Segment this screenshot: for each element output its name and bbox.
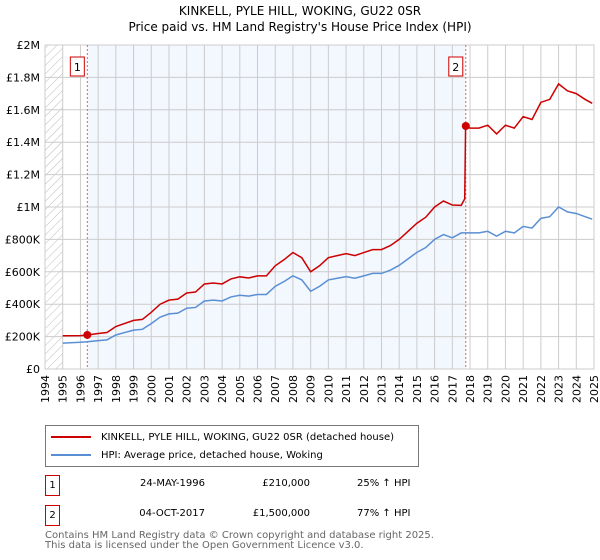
- legend-label-property: KINKELL, PYLE HILL, WOKING, GU22 0SR (de…: [101, 431, 395, 443]
- x-tick-label: 2006: [252, 375, 265, 403]
- y-tick-label: £2M: [17, 39, 41, 52]
- x-tick-label: 2012: [358, 375, 371, 403]
- x-tick-label: 2018: [464, 375, 477, 403]
- hpi-line: [62, 206, 593, 344]
- transaction-hpi: 77% ↑ HPI: [357, 508, 411, 519]
- x-tick-label: 2017: [446, 375, 459, 403]
- transaction-date: 24-MAY-1996: [139, 478, 205, 489]
- x-tick-label: 2015: [411, 375, 424, 403]
- y-tick-label: £1.4M: [6, 136, 40, 149]
- transaction-price: £1,500,000: [252, 508, 310, 519]
- price-chart: 1994 1995 1996 1997 1998 1999 2000 2001 2002 2003…: [5, 39, 600, 403]
- legend: KINKELL, PYLE HILL, WOKING, GU22 0SR (de…: [45, 425, 419, 467]
- x-tick-label: 2013: [375, 375, 388, 403]
- plot-border: [44, 44, 595, 370]
- y-tick-label: £0: [26, 363, 40, 376]
- x-tick-label: 1996: [74, 375, 87, 403]
- x-tick-label: 2014: [393, 375, 406, 403]
- y-tick-label: £800K: [5, 233, 41, 246]
- transaction-hpi: 25% ↑ HPI: [357, 478, 411, 489]
- transaction-marker: 2: [45, 505, 60, 526]
- transaction-marker: 1: [45, 475, 60, 496]
- footer: Contains HM Land Registry data © Crown c…: [45, 531, 434, 551]
- x-tick-label: 2025: [588, 375, 600, 403]
- footer-licence: This data is licensed under the Open Gov…: [45, 540, 364, 551]
- transaction-row: 2 04-OCT-2017 £1,500,000 77% ↑ HPI: [45, 505, 465, 526]
- x-tick-label: 2021: [517, 375, 530, 403]
- sale-label-box: [69, 56, 85, 77]
- x-tick-label: 1995: [57, 375, 70, 403]
- x-tick-label: 2009: [305, 375, 318, 403]
- x-tick-label: 2024: [570, 375, 583, 403]
- legend-item-hpi: HPI: Average price, detached house, Woki…: [51, 447, 323, 463]
- x-tick-label: 2011: [340, 375, 353, 403]
- sale-point: [461, 122, 470, 130]
- sale-label: 1: [74, 61, 81, 74]
- x-tick-label: 2020: [499, 375, 512, 403]
- transaction-price: £210,000: [262, 478, 310, 489]
- x-tick-label: 2008: [287, 375, 300, 403]
- x-tick-label: 2003: [198, 375, 211, 403]
- legend-swatch-blue: [51, 454, 91, 456]
- x-tick-label: 1999: [128, 375, 141, 403]
- transaction-date: 04-OCT-2017: [139, 508, 205, 519]
- y-tick-label: £1.6M: [6, 104, 40, 117]
- property-price-line: [62, 82, 593, 337]
- chart-title: KINKELL, PYLE HILL, WOKING, GU22 0SR: [178, 4, 422, 18]
- footer-copyright: Contains HM Land Registry data © Crown c…: [45, 530, 434, 541]
- x-tick-label: 1997: [92, 375, 105, 403]
- y-tick-label: £1M: [17, 201, 41, 214]
- chart-subtitle: Price paid vs. HM Land Registry's House …: [128, 20, 472, 34]
- legend-swatch-red: [51, 436, 91, 438]
- x-tick-label: 2001: [163, 375, 176, 403]
- sale-point: [83, 330, 92, 339]
- x-tick-label: 2019: [482, 375, 495, 403]
- x-tick-label: 2004: [216, 375, 229, 403]
- x-tick-label: 2022: [535, 375, 548, 403]
- x-tick-label: 2005: [234, 375, 247, 403]
- x-tick-label: 2010: [322, 375, 335, 403]
- y-tick-label: £1.2M: [6, 169, 40, 182]
- legend-label-hpi: HPI: Average price, detached house, Woki…: [101, 449, 323, 461]
- y-tick-label: £400K: [5, 298, 41, 311]
- y-tick-label: £1.8M: [6, 71, 40, 84]
- y-tick-label: £600K: [5, 266, 41, 279]
- sale-label: 2: [452, 61, 459, 74]
- x-tick-label: 2007: [269, 375, 282, 403]
- x-tick-label: 2000: [145, 375, 158, 403]
- x-tick-label: 2002: [181, 375, 194, 403]
- x-tick-label: 1994: [39, 375, 52, 403]
- transaction-row: 1 24-MAY-1996 £210,000 25% ↑ HPI: [45, 475, 465, 496]
- x-tick-label: 2023: [553, 375, 566, 403]
- legend-item-property: KINKELL, PYLE HILL, WOKING, GU22 0SR (de…: [51, 429, 394, 445]
- sale-label-box: [448, 56, 464, 77]
- x-tick-label: 2016: [429, 375, 442, 403]
- y-tick-label: £200K: [5, 331, 41, 344]
- x-tick-label: 1998: [110, 375, 123, 403]
